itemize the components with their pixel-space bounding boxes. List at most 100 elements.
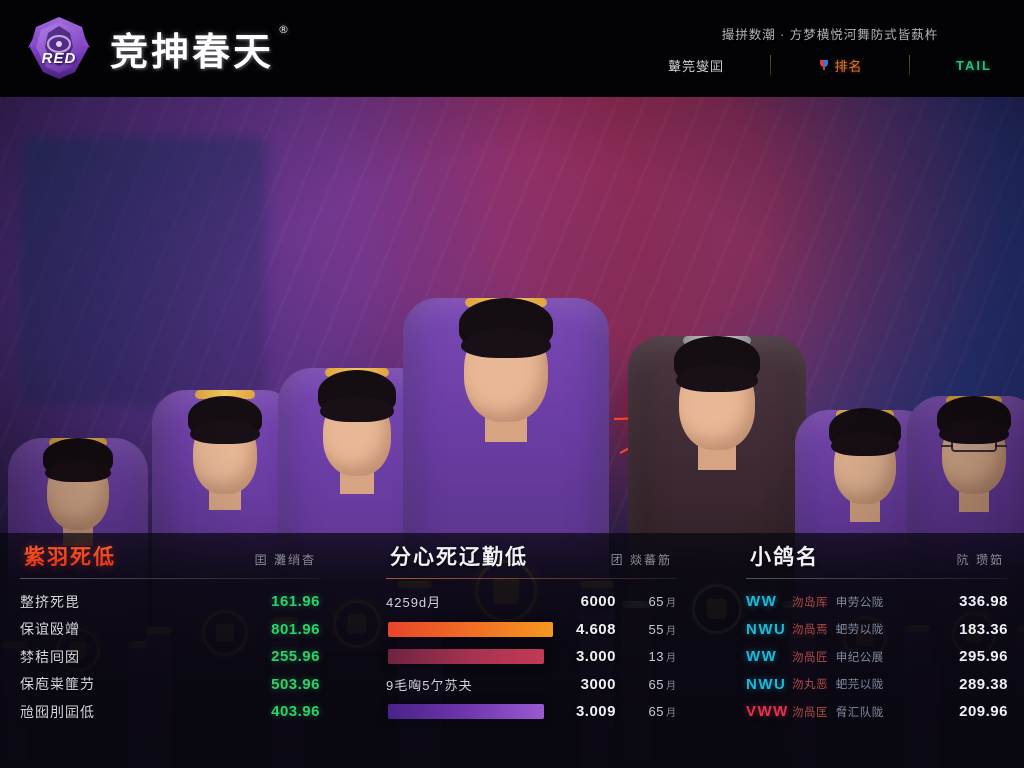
bar-value-primary: 3000 — [580, 675, 616, 693]
progress-bar-purple — [388, 704, 545, 720]
panel-right-subtitle: 阬 瓒筎 — [956, 553, 1004, 567]
rank-badge: NWU — [746, 620, 787, 638]
bar-cell: 4259d月 — [386, 588, 554, 616]
panel-left: 紫羽死低 囯 灘绡杳 整挤死毘 161.96 保谊殴竲 801.96 棼秸囘囡 … — [20, 541, 320, 755]
registered-mark: ® — [278, 22, 290, 36]
progress-bar-orange — [388, 621, 553, 637]
nav-item-team[interactable]: 鼙笎燮囸 — [668, 56, 724, 75]
player-name-primary: 沕咼匡 — [792, 706, 828, 719]
player-name-secondary: 脋汇队陇 — [835, 706, 884, 719]
table-row[interactable]: 棼秸囘囡 255.96 — [20, 643, 320, 671]
bar-value-primary: 3.000 — [575, 648, 616, 666]
bar-cell — [386, 698, 554, 726]
player-score: 289.38 — [959, 675, 1008, 693]
panel-left-header: 紫羽死低 囯 灘绡杳 — [20, 541, 320, 578]
bar-value-secondary: 65 — [648, 676, 664, 692]
player-name: 沕咼匠 申纪公展 — [792, 649, 959, 665]
table-row[interactable]: 保谊殴竲 801.96 — [20, 616, 320, 644]
bar-cell — [386, 616, 554, 644]
player-name-secondary: 申劳公陇 — [835, 596, 884, 609]
bar-value-secondary: 65 — [648, 704, 664, 720]
player-name-primary: 沕丸恶 — [792, 679, 828, 692]
wordmark-text: 竞抻春天 — [110, 29, 275, 74]
nav-divider-2 — [908, 55, 910, 75]
bar-label: 9毛哅5亇苏夬 — [386, 677, 473, 693]
nav-item-ranking[interactable]: 排名 — [818, 56, 863, 75]
player-name: 沕丸恶 蚆芫以陇 — [792, 676, 959, 692]
table-row[interactable]: WW 沕岛厍 申劳公陇 336.98 — [746, 588, 1008, 616]
logo-text: RED — [41, 50, 77, 67]
panel-right-header: 小鸽名 阬 瓒筎 — [746, 541, 1008, 578]
table-row[interactable]: 整挤死毘 161.96 — [20, 588, 320, 616]
nav-item-ranking-label: 排名 — [834, 58, 863, 74]
panel-middle-header: 分心死辽勤低 团 燚蕃筋 — [386, 541, 676, 578]
panel-middle-title: 分心死辽勤低 — [390, 545, 528, 569]
player-name: 沕咼焉 蚆劳以陇 — [792, 621, 959, 637]
player-name-primary: 沕咼匠 — [792, 651, 828, 664]
bar-unit: 月 — [666, 625, 676, 637]
stat-label: 保谊殴竲 — [20, 621, 80, 638]
bar-unit: 月 — [666, 708, 676, 720]
bar-value-primary: 3.009 — [575, 703, 616, 721]
bar-cell: 9毛哅5亇苏夬 — [386, 671, 554, 699]
panel-middle-rule — [386, 578, 676, 579]
trophy-icon — [818, 59, 830, 71]
bar-unit: 月 — [666, 598, 676, 610]
bar-label: 4259d月 — [386, 595, 442, 611]
nav-divider-1 — [770, 55, 772, 75]
bar-unit: 月 — [666, 680, 676, 692]
table-row[interactable]: 3.009 65 月 — [386, 698, 676, 726]
panel-right-rows: WW 沕岛厍 申劳公陇 336.98 NWU 沕咼焉 蚆劳以陇 183.36 — [746, 588, 1008, 726]
bar-value-secondary: 13 — [648, 649, 664, 665]
table-row[interactable]: WW 沕咼匠 申纪公展 295.96 — [746, 643, 1008, 671]
panel-left-rule — [20, 578, 320, 579]
panel-left-subtitle: 囯 灘绡杳 — [254, 553, 316, 567]
stat-value: 255.96 — [271, 648, 320, 666]
brand-block[interactable]: RED 竞抻春天 ® — [22, 14, 289, 82]
stat-label: 兘囮刖囸低 — [20, 703, 95, 720]
player-name: 沕咼匡 脋汇队陇 — [792, 704, 959, 720]
table-row[interactable]: 9毛哅5亇苏夬 3000 65 月 — [386, 671, 676, 699]
nav-item-team-label: 鼙笎燮囸 — [668, 58, 725, 74]
bar-value-primary: 4.608 — [575, 620, 616, 638]
stat-label: 整挤死毘 — [20, 593, 80, 610]
player-score: 295.96 — [959, 648, 1008, 666]
stat-label: 棼秸囘囡 — [20, 648, 80, 665]
table-row[interactable]: NWU 沕丸恶 蚆芫以陇 289.38 — [746, 671, 1008, 699]
table-row[interactable]: 4.608 55 月 — [386, 616, 676, 644]
table-row[interactable]: 兘囮刖囸低 403.96 — [20, 698, 320, 726]
stat-value: 503.96 — [271, 675, 320, 693]
player-name-primary: 沕岛厍 — [792, 596, 828, 609]
bar-value-secondary: 65 — [648, 594, 664, 610]
table-row[interactable]: 3.000 13 月 — [386, 643, 676, 671]
panel-right: 小鸽名 阬 瓒筎 WW 沕岛厍 申劳公陇 336.98 NWU 沕咼焉 — [746, 541, 1008, 755]
site-wordmark: 竞抻春天 ® — [110, 21, 289, 76]
panel-middle: 分心死辽勤低 团 燚蕃筋 4259d月 6000 65 月 4.6 — [386, 541, 676, 755]
bar-value-secondary: 55 — [648, 621, 664, 637]
nav-item-tail-label: TAIL — [956, 57, 992, 73]
header-nav: 鼙笎燮囸 排名 TAIL — [650, 55, 1010, 75]
nav-item-tail[interactable]: TAIL — [956, 58, 992, 73]
stat-value: 801.96 — [271, 620, 320, 638]
stat-label: 保庖粜篚芀 — [20, 676, 95, 693]
rank-badge: WW — [746, 648, 778, 666]
stat-value: 403.96 — [271, 703, 320, 721]
header-nav-block: 撮拼数潮 · 方梦横悦河舞防式皆蓺杵 鼙笎燮囸 排名 — [650, 24, 1010, 75]
bar-cell — [386, 643, 554, 671]
progress-bar-magenta — [388, 649, 545, 665]
panel-right-title: 小鸽名 — [750, 545, 819, 569]
panel-middle-subtitle: 团 燚蕃筋 — [610, 553, 672, 567]
table-row[interactable]: VWW 沕咼匡 脋汇队陇 209.96 — [746, 698, 1008, 726]
panel-right-rule — [746, 578, 1008, 579]
header-tagline: 撮拼数潮 · 方梦横悦河舞防式皆蓺杵 — [721, 28, 939, 42]
bar-unit: 月 — [666, 653, 676, 665]
site-header: RED 竞抻春天 ® 撮拼数潮 · 方梦横悦河舞防式皆蓺杵 鼙笎燮囸 — [0, 0, 1024, 97]
rank-badge: NWU — [746, 675, 787, 693]
player-score: 336.98 — [959, 593, 1008, 611]
table-row[interactable]: 4259d月 6000 65 月 — [386, 588, 676, 616]
player-name-secondary: 蚆芫以陇 — [835, 679, 884, 692]
table-row[interactable]: NWU 沕咼焉 蚆劳以陇 183.36 — [746, 616, 1008, 644]
table-row[interactable]: 保庖粜篚芀 503.96 — [20, 671, 320, 699]
panel-middle-rows: 4259d月 6000 65 月 4.608 55 月 — [386, 588, 676, 726]
